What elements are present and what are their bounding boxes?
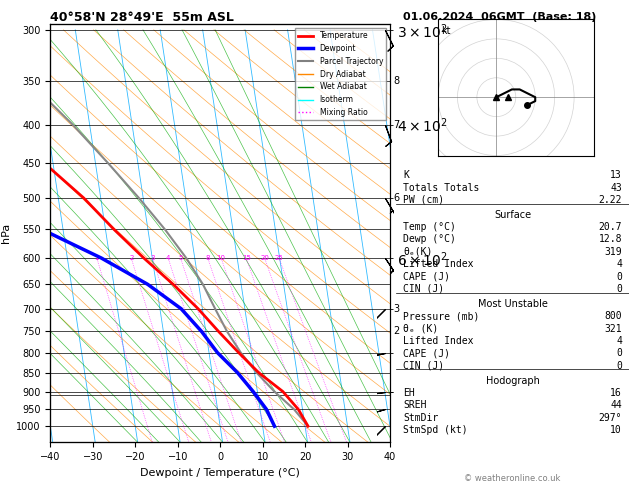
Text: K: K [403,170,409,180]
Text: Surface: Surface [494,210,532,220]
Text: 16: 16 [610,388,622,398]
Text: Hodograph: Hodograph [486,376,540,385]
Text: 4: 4 [616,259,622,269]
Text: © weatheronline.co.uk: © weatheronline.co.uk [464,474,561,483]
Text: EH: EH [403,388,415,398]
Text: 0: 0 [616,284,622,294]
Text: Totals Totals: Totals Totals [403,183,480,192]
Text: 20: 20 [260,255,269,261]
Text: 1: 1 [94,255,99,261]
Text: 44: 44 [610,400,622,410]
Text: kt: kt [441,26,450,36]
Text: StmDir: StmDir [403,413,438,423]
Text: 13: 13 [610,170,622,180]
Text: 297°: 297° [599,413,622,423]
Text: 12.8: 12.8 [599,234,622,244]
Text: Temp (°C): Temp (°C) [403,222,456,232]
Text: Dewp (°C): Dewp (°C) [403,234,456,244]
Text: Lifted Index: Lifted Index [403,336,474,346]
Text: 0: 0 [616,272,622,281]
Text: 2: 2 [393,327,399,336]
Legend: Temperature, Dewpoint, Parcel Trajectory, Dry Adiabat, Wet Adiabat, Isotherm, Mi: Temperature, Dewpoint, Parcel Trajectory… [295,28,386,120]
Text: 20.7: 20.7 [599,222,622,232]
Text: CIN (J): CIN (J) [403,284,444,294]
Text: CAPE (J): CAPE (J) [403,348,450,358]
Text: 40°58'N 28°49'E  55m ASL: 40°58'N 28°49'E 55m ASL [50,11,234,24]
Text: 01.06.2024  06GMT  (Base: 18): 01.06.2024 06GMT (Base: 18) [403,12,596,22]
Y-axis label: hPa: hPa [1,223,11,243]
Text: 10: 10 [216,255,226,261]
Text: 0: 0 [616,361,622,371]
Text: 8: 8 [393,76,399,86]
Text: 321: 321 [604,324,622,333]
Text: 4: 4 [166,255,170,261]
Text: 5: 5 [179,255,183,261]
Text: 319: 319 [604,247,622,257]
Text: CAPE (J): CAPE (J) [403,272,450,281]
Text: 43: 43 [610,183,622,192]
Text: 7: 7 [393,120,399,130]
Text: 2.22: 2.22 [599,195,622,205]
Text: 6: 6 [393,193,399,203]
Text: 4: 4 [616,336,622,346]
Text: 3: 3 [393,304,399,314]
Text: SREH: SREH [403,400,426,410]
Text: θₑ (K): θₑ (K) [403,324,438,333]
Text: θₑ(K): θₑ(K) [403,247,433,257]
X-axis label: Dewpoint / Temperature (°C): Dewpoint / Temperature (°C) [140,468,300,478]
Text: Lifted Index: Lifted Index [403,259,474,269]
Text: 10: 10 [610,425,622,435]
Text: 2: 2 [129,255,133,261]
Text: 3: 3 [150,255,155,261]
Text: 8: 8 [206,255,210,261]
Text: PW (cm): PW (cm) [403,195,444,205]
Text: Pressure (mb): Pressure (mb) [403,311,480,321]
Text: 25: 25 [275,255,284,261]
Text: 15: 15 [242,255,250,261]
Text: Most Unstable: Most Unstable [477,299,548,309]
Text: StmSpd (kt): StmSpd (kt) [403,425,468,435]
Text: 800: 800 [604,311,622,321]
Text: CIN (J): CIN (J) [403,361,444,371]
Text: 0: 0 [616,348,622,358]
